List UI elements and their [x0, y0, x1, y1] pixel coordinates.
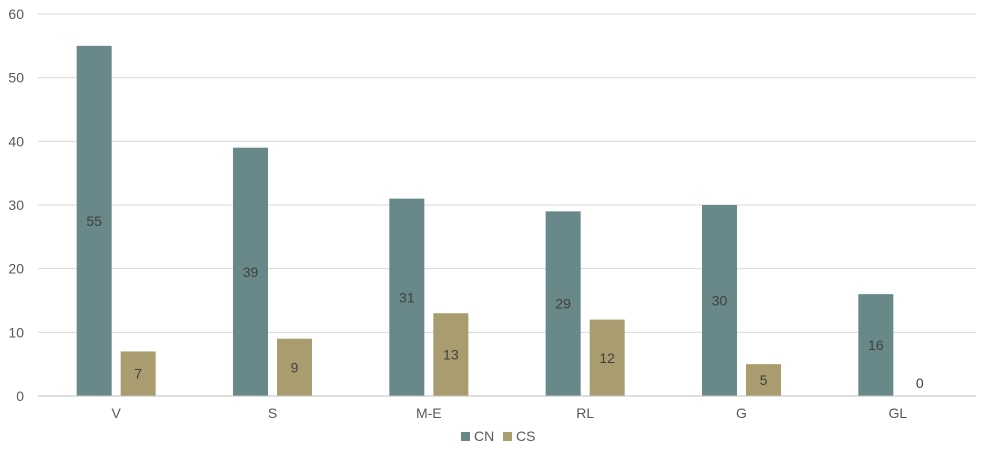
bars: 55 7 39 9 31 13 29 12 30 5 16 0 [76, 45, 924, 396]
y-tick-label-40: 40 [8, 133, 24, 149]
bar-cs-rl [589, 319, 625, 396]
data-label-cs-g: 5 [760, 372, 768, 388]
y-tick-label-20: 20 [8, 261, 24, 277]
x-tick-label-g: G [736, 405, 747, 421]
bar-cs-v [120, 351, 156, 396]
y-axis: 0 10 20 30 40 50 60 [8, 6, 24, 404]
data-label-cn-v: 55 [86, 213, 102, 229]
legend: CN CS [461, 428, 535, 444]
data-label-cn-m-e: 31 [399, 289, 415, 305]
bar-cn-s [233, 147, 268, 396]
data-label-cn-gl: 16 [868, 337, 884, 353]
legend-swatch-cn [461, 432, 470, 441]
data-label-cs-gl: 0 [916, 375, 924, 391]
x-tick-label-gl: GL [888, 405, 907, 421]
legend-swatch-cs [503, 432, 512, 441]
legend-label-cn: CN [474, 428, 494, 444]
x-tick-label-rl: RL [576, 405, 594, 421]
data-label-cs-s: 9 [291, 359, 299, 375]
bar-cn-gl [858, 294, 894, 396]
x-tick-label-m-e: M-E [416, 405, 442, 421]
bar-cn-v [76, 45, 112, 396]
data-label-cn-s: 39 [243, 264, 259, 280]
data-label-cn-g: 30 [712, 293, 728, 309]
x-tick-label-s: S [268, 405, 277, 421]
y-tick-label-0: 0 [16, 388, 24, 404]
bar-cn-g [702, 205, 737, 396]
gridlines [38, 13, 976, 333]
bar-cn-m-e [389, 198, 425, 396]
y-tick-label-60: 60 [8, 6, 24, 22]
y-tick-label-10: 10 [8, 324, 24, 340]
x-axis: V S M-E RL G GL [38, 395, 976, 421]
legend-label-cs: CS [516, 428, 535, 444]
bar-cn-rl [545, 211, 581, 396]
data-label-cn-rl: 29 [555, 296, 571, 312]
y-tick-label-50: 50 [8, 70, 24, 86]
bar-cs-s [277, 338, 312, 396]
data-label-cs-v: 7 [134, 366, 142, 382]
data-label-cs-m-e: 13 [443, 347, 459, 363]
bar-cs-g [746, 364, 781, 396]
bar-cs-m-e [433, 313, 469, 396]
x-tick-label-v: V [111, 405, 121, 421]
data-label-cs-rl: 12 [599, 350, 615, 366]
y-tick-label-30: 30 [8, 197, 24, 213]
